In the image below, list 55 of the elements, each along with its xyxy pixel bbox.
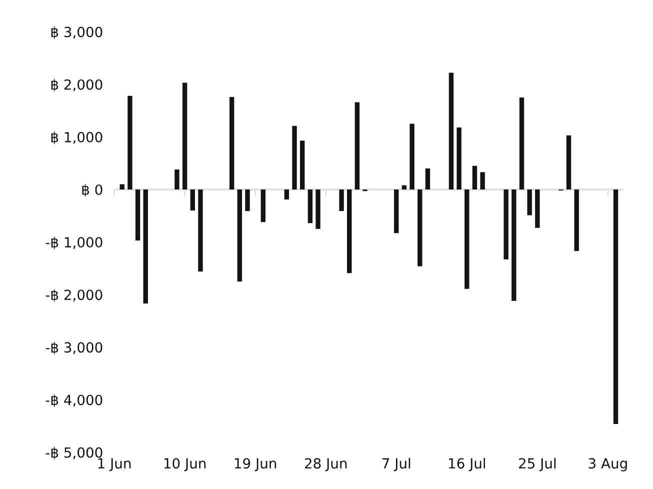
bar [347, 189, 352, 274]
bar [284, 189, 290, 200]
bar [464, 189, 470, 289]
y-tick-label: ฿ 1,000 [51, 132, 102, 144]
x-tick-label: 28 Jun [304, 458, 347, 472]
bar [456, 127, 462, 190]
x-tick-label: 19 Jun [234, 458, 276, 472]
bar [339, 189, 344, 212]
bar [472, 166, 478, 190]
bar [135, 189, 140, 240]
x-tick-label: 1 Jun [98, 458, 131, 472]
x-tick-label: 3 Aug [588, 458, 627, 472]
bar [143, 189, 148, 304]
bar [120, 184, 124, 190]
bar [418, 189, 422, 266]
bar [354, 102, 360, 190]
bar [229, 96, 234, 190]
bar [535, 189, 540, 228]
y-tick-label: -฿ 3,000 [46, 342, 102, 354]
x-tick-label: 16 Jul [449, 458, 486, 472]
x-tick-label: 25 Jul [519, 458, 556, 472]
bar [316, 189, 320, 229]
bar [512, 189, 516, 301]
bar [182, 82, 188, 190]
bar [260, 189, 266, 222]
bar [292, 126, 297, 190]
bar [245, 189, 250, 212]
bar [519, 97, 524, 190]
x-tick-label: 10 Jun [164, 458, 206, 472]
bar [613, 189, 618, 424]
bar [425, 168, 430, 190]
bar [394, 189, 399, 234]
bar [308, 189, 313, 224]
bar [128, 96, 132, 190]
y-tick-label: -฿ 2,000 [46, 289, 102, 302]
bar [198, 189, 203, 272]
y-tick-label: ฿ 3,000 [51, 26, 102, 39]
bar [574, 189, 579, 251]
bar [190, 189, 195, 211]
y-tick-label: -฿ 4,000 [46, 394, 102, 407]
bar [402, 185, 407, 190]
y-tick-label: -฿ 1,000 [46, 236, 102, 250]
bar [527, 189, 532, 216]
y-tick-label: ฿ 0 [82, 184, 102, 197]
x-tick-label: 7 Jul [382, 458, 410, 472]
y-tick-label: -฿ 5,000 [46, 446, 102, 460]
bar [448, 72, 454, 190]
bar [174, 170, 180, 190]
bar [566, 135, 572, 190]
bar [300, 140, 305, 190]
y-tick-label: ฿ 2,000 [51, 78, 102, 92]
bar [410, 124, 414, 190]
bar [237, 189, 242, 282]
bar [480, 172, 485, 190]
bar [504, 189, 508, 260]
